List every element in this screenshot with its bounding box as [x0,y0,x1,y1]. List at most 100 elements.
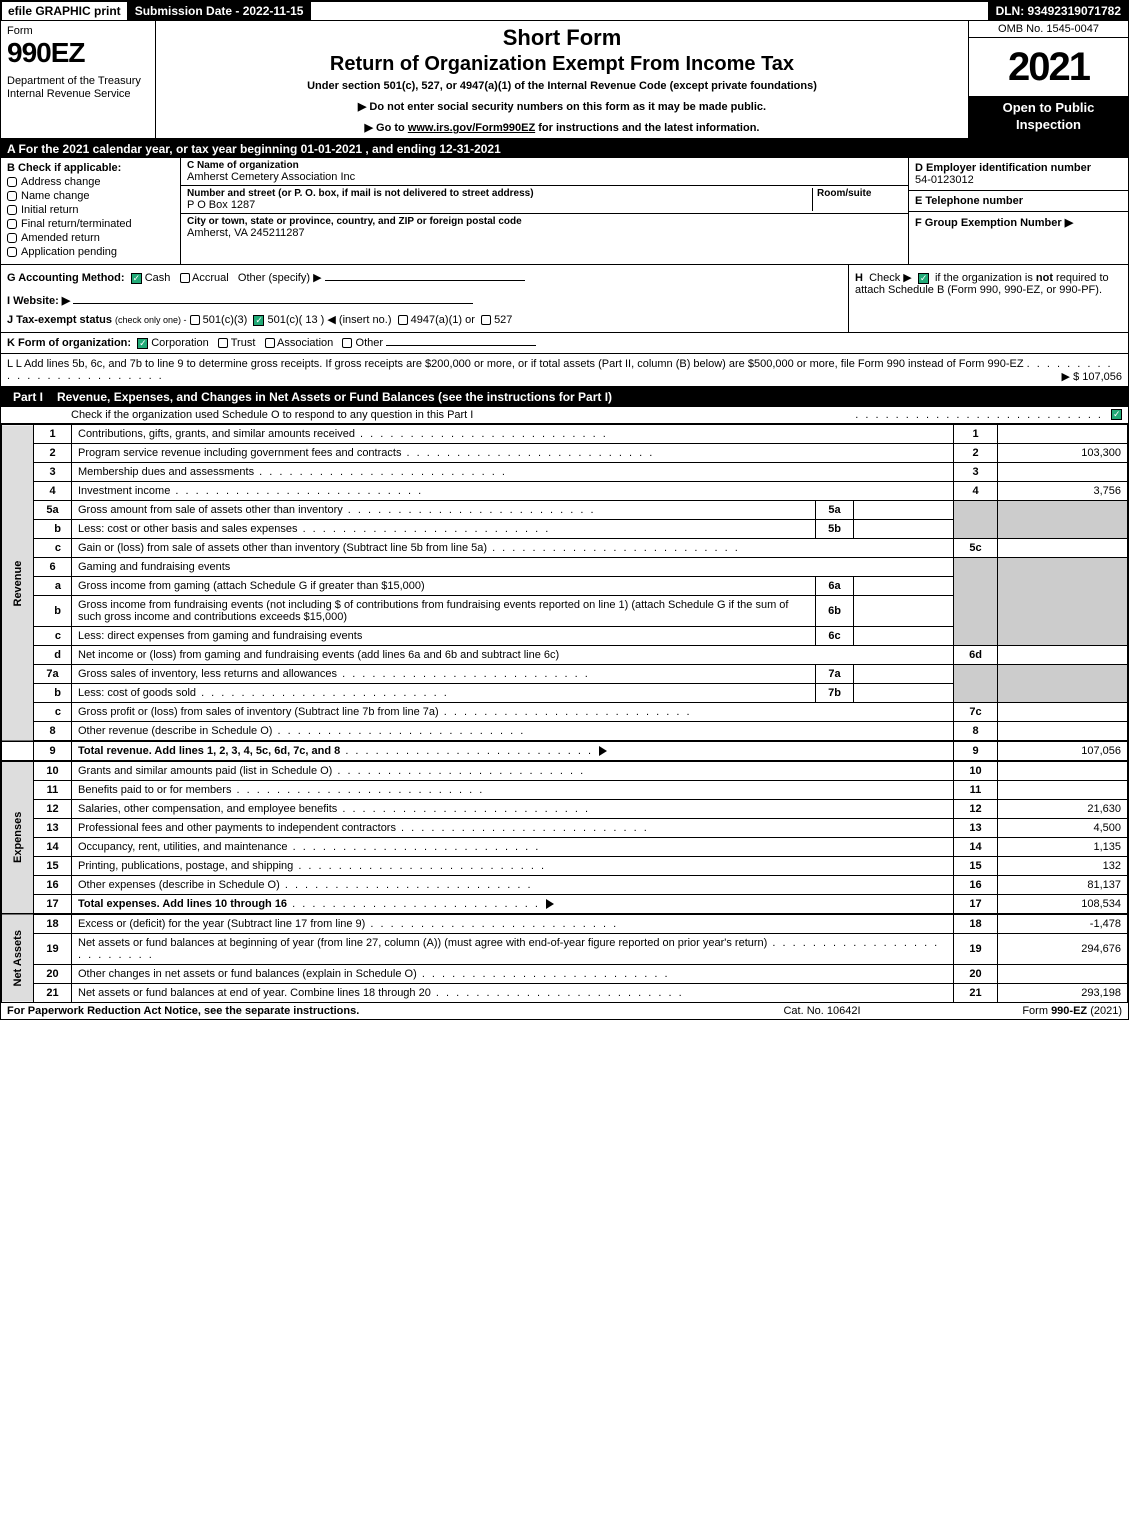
line-7a-val [854,665,954,684]
line-7c-desc: Gross profit or (loss) from sales of inv… [72,703,954,722]
line-6c-desc: Less: direct expenses from gaming and fu… [72,627,816,646]
chk-final-return[interactable]: Final return/terminated [7,218,174,230]
section-j-label: J Tax-exempt status [7,314,112,326]
line-1-amt [998,425,1128,444]
line-19-amt: 294,676 [998,934,1128,965]
city-cell: City or town, state or province, country… [181,214,908,241]
section-e: E Telephone number [909,191,1128,212]
line-21-amt: 293,198 [998,984,1128,1003]
line-15-desc: Printing, publications, postage, and shi… [72,857,954,876]
top-bar: efile GRAPHIC print Submission Date - 20… [1,1,1128,21]
form-number: 990EZ [7,37,149,69]
chk-corporation[interactable] [137,338,148,349]
line-12-desc: Salaries, other compensation, and employ… [72,800,954,819]
line-5b-desc: Less: cost or other basis and sales expe… [72,520,816,539]
chk-cash[interactable] [131,273,142,284]
line-3-amt [998,463,1128,482]
street-cell: Number and street (or P. O. box, if mail… [181,186,908,214]
chk-schedule-o[interactable] [1111,409,1122,420]
org-name: Amherst Cemetery Association Inc [187,171,902,183]
part-i-sub: Check if the organization used Schedule … [1,407,1128,424]
line-4-amt: 3,756 [998,482,1128,501]
entity-block: B Check if applicable: Address change Na… [1,158,1128,265]
line-18-desc: Excess or (deficit) for the year (Subtra… [72,914,954,934]
line-18-amt: -1,478 [998,914,1128,934]
header-mid: Short Form Return of Organization Exempt… [156,21,968,138]
line-2-desc: Program service revenue including govern… [72,444,954,463]
line-8-amt [998,722,1128,742]
line-6b-val [854,596,954,627]
section-g: G Accounting Method: Cash Accrual Other … [1,265,848,332]
efile-print-label[interactable]: efile GRAPHIC print [1,1,128,21]
section-f: F Group Exemption Number ▶ [909,212,1128,264]
chk-501c3[interactable] [190,315,200,325]
line-6d-desc: Net income or (loss) from gaming and fun… [72,646,954,665]
line-16-desc: Other expenses (describe in Schedule O) [72,876,954,895]
cat-number: Cat. No. 10642I [722,1005,922,1017]
form-label: Form [7,25,149,37]
section-l: L L Add lines 5b, 6c, and 7b to line 9 t… [1,354,1128,387]
line-6a-desc: Gross income from gaming (attach Schedul… [72,577,816,596]
chk-amended-return[interactable]: Amended return [7,232,174,244]
line-5b-val [854,520,954,539]
arrow-icon [599,746,607,756]
line-6a-val [854,577,954,596]
section-b: B Check if applicable: Address change Na… [1,158,181,264]
header-right: OMB No. 1545-0047 2021 Open to Public In… [968,21,1128,138]
line-16-amt: 81,137 [998,876,1128,895]
street-address: P O Box 1287 [187,199,812,211]
chk-accrual[interactable] [180,273,190,283]
chk-other-org[interactable] [342,338,352,348]
netassets-side-label: Net Assets [2,914,34,1003]
city-state-zip: Amherst, VA 245211287 [187,227,902,239]
line-7b-val [854,684,954,703]
chk-initial-return[interactable]: Initial return [7,204,174,216]
form-990ez-page: efile GRAPHIC print Submission Date - 20… [0,0,1129,1020]
chk-trust[interactable] [218,338,228,348]
part-i-table: Revenue 1 Contributions, gifts, grants, … [1,424,1128,1003]
section-k: K Form of organization: Corporation Trus… [1,333,1128,354]
paperwork-notice: For Paperwork Reduction Act Notice, see … [7,1005,722,1017]
short-form-title: Short Form [164,25,960,51]
section-def: D Employer identification number 54-0123… [908,158,1128,264]
line-5a-desc: Gross amount from sale of assets other t… [72,501,816,520]
header-left: Form 990EZ Department of the Treasury In… [1,21,156,138]
chk-address-change[interactable]: Address change [7,176,174,188]
chk-527[interactable] [481,315,491,325]
line-13-amt: 4,500 [998,819,1128,838]
open-to-public: Open to Public Inspection [969,96,1128,138]
line-14-amt: 1,135 [998,838,1128,857]
line-7b-desc: Less: cost of goods sold [72,684,816,703]
line-5c-desc: Gain or (loss) from sale of assets other… [72,539,954,558]
form-subtitle-2: ▶ Do not enter social security numbers o… [164,100,960,113]
ein-value: 54-0123012 [915,174,1122,186]
tax-year: 2021 [969,38,1128,96]
line-2-amt: 103,300 [998,444,1128,463]
line-11-desc: Benefits paid to or for members [72,781,954,800]
line-10-amt [998,761,1128,781]
chk-4947[interactable] [398,315,408,325]
dln-number: DLN: 93492319071782 [989,1,1128,21]
row-gh: G Accounting Method: Cash Accrual Other … [1,265,1128,333]
chk-schedule-b[interactable] [918,273,929,284]
chk-application-pending[interactable]: Application pending [7,246,174,258]
section-h: H Check ▶ if the organization is not req… [848,265,1128,332]
irs-link[interactable]: www.irs.gov/Form990EZ [408,122,535,134]
line-6-desc: Gaming and fundraising events [72,558,954,577]
part-i-header: Part I Revenue, Expenses, and Changes in… [1,387,1128,407]
line-6d-amt [998,646,1128,665]
other-method-input[interactable] [325,280,525,281]
chk-name-change[interactable]: Name change [7,190,174,202]
chk-501c[interactable] [253,315,264,326]
line-11-amt [998,781,1128,800]
line-8-desc: Other revenue (describe in Schedule O) [72,722,954,742]
page-footer: For Paperwork Reduction Act Notice, see … [1,1003,1128,1019]
line-6b-desc: Gross income from fundraising events (no… [72,596,816,627]
section-b-label: B Check if applicable: [7,162,174,174]
form-subtitle-1: Under section 501(c), 527, or 4947(a)(1)… [164,80,960,92]
chk-association[interactable] [265,338,275,348]
website-input[interactable] [73,303,473,304]
line-12-amt: 21,630 [998,800,1128,819]
omb-number: OMB No. 1545-0047 [969,21,1128,38]
revenue-side-label: Revenue [2,425,34,742]
